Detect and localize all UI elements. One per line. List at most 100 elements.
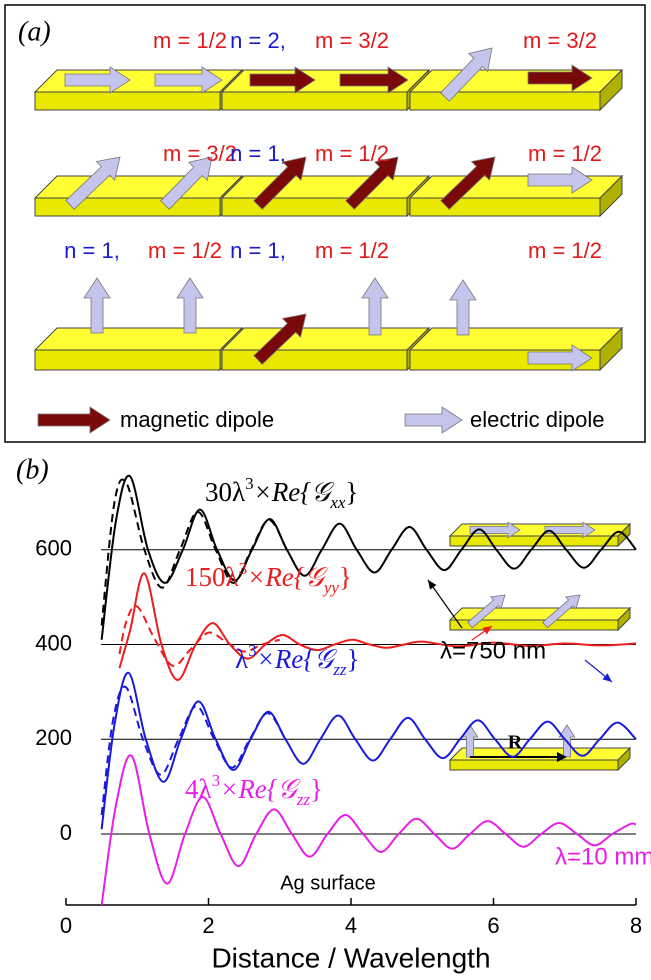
curve	[100, 671, 637, 830]
label-part: 4λ	[185, 774, 212, 804]
dipole-arrow	[345, 156, 399, 210]
m-label: m = 3/2	[523, 28, 597, 53]
slab-top	[33, 175, 244, 199]
x-tick-label: 8	[630, 913, 642, 938]
label-part: ×Re{𝒢	[220, 774, 301, 804]
label-part: ×Re{𝒢	[257, 644, 338, 674]
x-axis-title: Distance / Wavelength	[211, 942, 490, 973]
y-tick-label: 400	[35, 630, 72, 655]
dipole-arrow	[253, 313, 307, 365]
m-label: m = 1/2	[153, 28, 227, 53]
slab-top	[220, 175, 431, 199]
dipole-arrow	[253, 156, 307, 210]
dipole-arrow	[467, 594, 506, 629]
y-tick-label: 0	[60, 820, 72, 845]
slab-side	[599, 326, 623, 372]
slab-top	[408, 327, 624, 351]
dipole-arrow	[469, 521, 521, 539]
label-part: 3	[212, 771, 221, 790]
n-label: n = 1,	[230, 141, 286, 166]
dipole-arrow	[83, 277, 111, 334]
label-part: zz	[296, 790, 311, 809]
y-tick-label: 200	[35, 725, 72, 750]
slab-front	[34, 197, 221, 217]
slab-side	[599, 174, 623, 218]
x-tick-label: 4	[345, 913, 357, 938]
label-part: 150λ	[185, 562, 239, 592]
curve	[100, 478, 288, 626]
curve	[100, 754, 637, 906]
m-label: m = 1/2	[528, 141, 602, 166]
n-label: n = 2,	[230, 28, 286, 53]
y-tick-label: 600	[35, 536, 72, 561]
slab-front	[449, 759, 619, 771]
label-part: ×Re{𝒢	[247, 562, 328, 592]
slab-front	[34, 349, 221, 371]
slab-side	[617, 746, 631, 772]
m-label: m = 1/2	[315, 238, 389, 263]
label-part: 3	[248, 641, 257, 660]
dipole-arrow	[527, 166, 593, 194]
dipole-arrow	[176, 277, 204, 334]
curve	[118, 572, 637, 682]
label-part: ×Re{𝒢	[254, 477, 335, 507]
dipole-arrow	[339, 66, 409, 94]
dipole-arrow	[160, 156, 213, 210]
slab-front	[34, 91, 221, 111]
label-part: λ	[235, 644, 248, 674]
label-part: 30λ	[205, 477, 245, 507]
slab-top	[448, 747, 632, 761]
wavelength-label: λ=750 nm	[440, 637, 546, 664]
dipole-arrow	[449, 279, 477, 336]
m-label: m = 1/2	[148, 238, 222, 263]
slab-front	[449, 535, 619, 547]
label-part: 3	[239, 559, 248, 578]
dipole-arrow	[65, 156, 121, 210]
panel-label: (a)	[18, 16, 51, 47]
slab-side	[599, 68, 623, 112]
series-label: λ3×Re{𝒢zz}	[235, 641, 360, 679]
dipole-arrow	[37, 406, 111, 434]
label-part: 3	[245, 474, 254, 493]
slab-front	[221, 91, 408, 111]
panel-label: (b)	[16, 454, 49, 485]
slab-front	[221, 197, 408, 217]
curve	[100, 474, 637, 640]
label-part: zz	[332, 660, 347, 679]
surface-label: Ag surface	[280, 872, 376, 894]
slab-front	[221, 349, 408, 371]
dipole-arrow	[440, 47, 493, 102]
separation-label: R	[508, 732, 523, 754]
series-label: 150λ3×Re{𝒢yy}	[185, 559, 352, 597]
m-label: m = 3/2	[163, 141, 237, 166]
x-tick-label: 6	[487, 913, 499, 938]
legend-label: electric dipole	[470, 407, 605, 432]
label-part: }	[310, 774, 323, 804]
series-label: 30λ3×Re{𝒢xx}	[205, 474, 358, 512]
dipole-arrow	[361, 277, 389, 336]
x-tick-label: 0	[60, 913, 72, 938]
pointer-head	[602, 673, 612, 682]
dipole-arrow	[154, 66, 223, 94]
pointer-head	[482, 626, 492, 635]
label-part: }	[339, 562, 352, 592]
m-label: m = 1/2	[528, 238, 602, 263]
separation-head	[557, 752, 567, 762]
dipole-arrow	[249, 66, 316, 94]
dipole-arrow	[542, 594, 581, 629]
label-part: yy	[322, 578, 340, 597]
wavelength-label: λ=10 mm	[555, 843, 651, 870]
slab-top	[33, 327, 244, 351]
slab-front	[409, 197, 601, 217]
legend-label: magnetic dipole	[120, 407, 274, 432]
m-label: m = 3/2	[315, 28, 389, 53]
dipole-arrow	[404, 406, 463, 434]
x-tick-label: 2	[202, 913, 214, 938]
m-label: m = 1/2	[315, 141, 389, 166]
dipole-arrow	[527, 344, 593, 372]
label-part: }	[347, 644, 360, 674]
dipole-arrow	[440, 156, 496, 210]
n-label: n = 1,	[64, 238, 120, 263]
slab-top	[220, 327, 431, 351]
